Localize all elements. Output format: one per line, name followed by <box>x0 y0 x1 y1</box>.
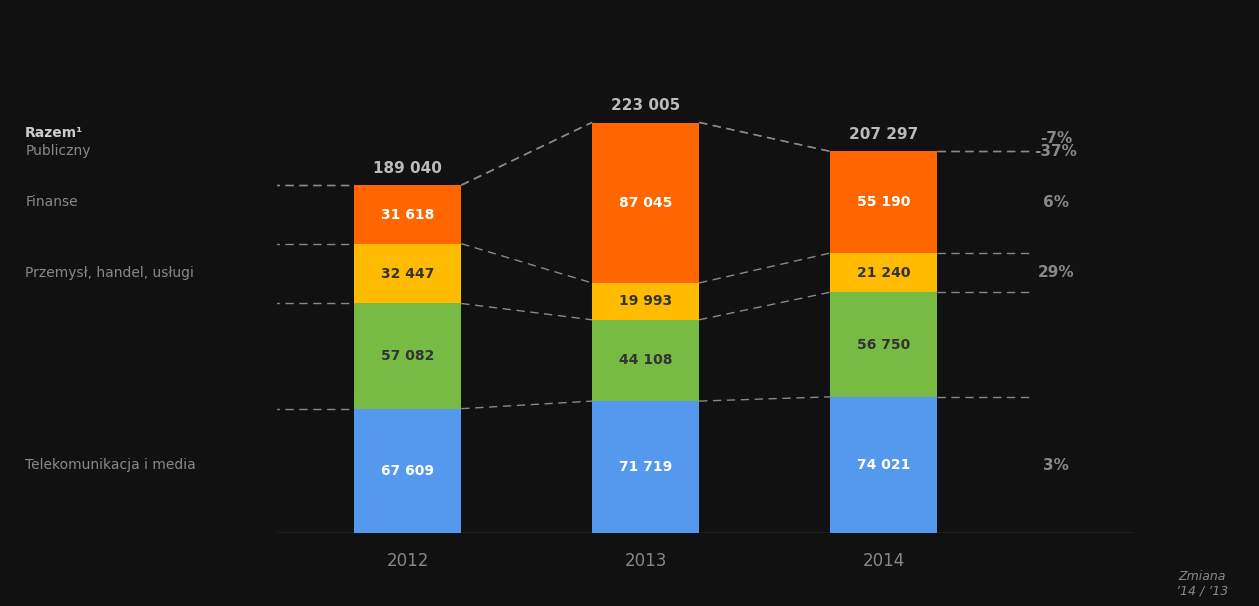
Text: Zmiana
’14 / ’13: Zmiana ’14 / ’13 <box>1176 570 1229 598</box>
Text: Finanse: Finanse <box>25 195 78 209</box>
Text: Telekomunikacja i media: Telekomunikacja i media <box>25 458 196 472</box>
Bar <box>592 283 699 320</box>
Text: 56 750: 56 750 <box>857 338 910 351</box>
Text: 207 297: 207 297 <box>849 127 918 142</box>
Text: 31 618: 31 618 <box>381 207 434 222</box>
Text: 19 993: 19 993 <box>619 295 672 308</box>
Text: 32 447: 32 447 <box>381 267 434 281</box>
Text: Publiczny: Publiczny <box>25 144 91 158</box>
Text: 57 082: 57 082 <box>381 349 434 363</box>
Text: 223 005: 223 005 <box>611 98 680 113</box>
Bar <box>354 408 461 533</box>
Text: -7%: -7% <box>1040 131 1071 146</box>
Bar <box>592 401 699 533</box>
Text: Razem¹: Razem¹ <box>25 126 83 140</box>
Bar <box>830 152 937 253</box>
Text: 71 719: 71 719 <box>619 460 672 474</box>
Bar <box>830 292 937 397</box>
Bar <box>830 397 937 533</box>
Text: 189 040: 189 040 <box>374 161 442 176</box>
Text: 3%: 3% <box>1042 458 1069 473</box>
Text: 21 240: 21 240 <box>856 265 910 280</box>
Bar <box>354 304 461 408</box>
Text: 67 609: 67 609 <box>381 464 434 478</box>
Text: 74 021: 74 021 <box>856 458 910 472</box>
Bar <box>592 122 699 283</box>
Text: -37%: -37% <box>1035 144 1078 159</box>
Bar <box>354 244 461 304</box>
Text: 87 045: 87 045 <box>619 196 672 210</box>
Text: 29%: 29% <box>1037 265 1074 280</box>
Text: 55 190: 55 190 <box>856 195 910 209</box>
Text: Przemysł, handel, usługi: Przemysł, handel, usługi <box>25 265 194 280</box>
Bar <box>592 320 699 401</box>
Text: 6%: 6% <box>1042 195 1069 210</box>
Text: 44 108: 44 108 <box>619 353 672 367</box>
Bar <box>830 253 937 292</box>
Bar <box>354 185 461 244</box>
